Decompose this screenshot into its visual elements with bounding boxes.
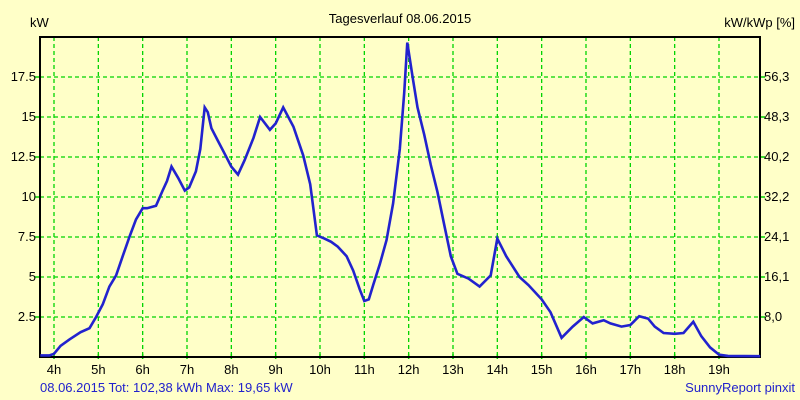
watermark-text: SunnyReport pinxit (685, 380, 795, 395)
left-axis-tick-label: 7.5 (17, 229, 36, 244)
plot-border (39, 36, 761, 358)
left-axis-tick-label: 5 (28, 269, 36, 284)
right-axis-tick-label: 32,2 (764, 189, 790, 204)
right-axis-tick-label: 48,3 (764, 109, 790, 124)
left-axis-unit-label: kW (30, 15, 49, 30)
right-axis-tick-label: 16,1 (764, 269, 790, 284)
x-axis-tick-label: 7h (179, 362, 195, 377)
right-axis-tick-label: 8,0 (764, 309, 783, 324)
x-axis-tick-label: 11h (353, 362, 375, 377)
x-axis-tick-label: 13h (442, 362, 464, 377)
x-axis-tick-label: 9h (268, 362, 283, 377)
chart-title: Tagesverlauf 08.06.2015 (328, 11, 472, 26)
x-axis-tick-label: 12h (397, 362, 420, 377)
left-axis-tick-label: 15 (21, 109, 36, 124)
right-axis-tick-label: 56,3 (764, 69, 790, 84)
x-axis-tick-label: 14h (486, 362, 509, 377)
left-axis-tick-label: 10 (21, 189, 36, 204)
x-axis-tick-label: 17h (619, 362, 642, 377)
left-axis-tick-label: 17.5 (10, 69, 36, 84)
right-axis-tick-label: 24,1 (764, 229, 790, 244)
x-axis-tick-label: 15h (530, 362, 553, 377)
right-axis-tick-label: 40,2 (764, 149, 790, 164)
x-axis-tick-label: 19h (708, 362, 730, 377)
summary-status-text: 08.06.2015 Tot: 102,38 kWh Max: 19,65 kW (40, 380, 293, 395)
x-axis-tick-label: 6h (135, 362, 150, 377)
x-axis-tick-label: 5h (91, 362, 106, 377)
x-axis-tick-label: 4h (46, 362, 62, 377)
right-axis-unit-label: kW/kWp [%] (724, 15, 795, 30)
x-axis-tick-label: 8h (224, 362, 239, 377)
left-axis-tick-label: 2.5 (17, 309, 36, 324)
pv-power-curve (40, 42, 761, 358)
x-axis-tick-label: 18h (663, 362, 686, 377)
left-axis-tick-label: 12.5 (10, 149, 36, 164)
x-axis-tick-label: 16h (575, 362, 597, 377)
x-axis-tick-label: 10h (309, 362, 331, 377)
